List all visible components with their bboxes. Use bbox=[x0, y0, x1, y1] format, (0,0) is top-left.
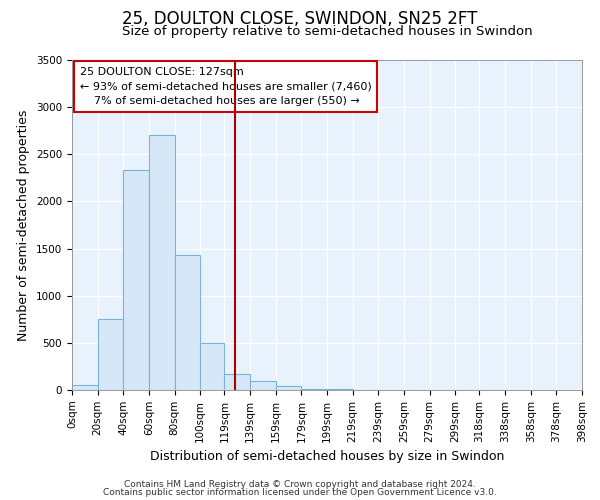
Text: 25 DOULTON CLOSE: 127sqm
← 93% of semi-detached houses are smaller (7,460)
    7: 25 DOULTON CLOSE: 127sqm ← 93% of semi-d… bbox=[80, 66, 371, 106]
Title: Size of property relative to semi-detached houses in Swindon: Size of property relative to semi-detach… bbox=[122, 25, 532, 38]
Text: Contains HM Land Registry data © Crown copyright and database right 2024.: Contains HM Land Registry data © Crown c… bbox=[124, 480, 476, 489]
Bar bbox=[327, 389, 353, 390]
Bar bbox=[200, 343, 224, 390]
Bar bbox=[149, 136, 175, 390]
Text: 25, DOULTON CLOSE, SWINDON, SN25 2FT: 25, DOULTON CLOSE, SWINDON, SN25 2FT bbox=[122, 10, 478, 28]
Y-axis label: Number of semi-detached properties: Number of semi-detached properties bbox=[17, 110, 31, 340]
Bar bbox=[276, 386, 301, 390]
Bar bbox=[175, 255, 200, 390]
Bar bbox=[123, 170, 149, 390]
X-axis label: Distribution of semi-detached houses by size in Swindon: Distribution of semi-detached houses by … bbox=[150, 450, 504, 463]
Bar bbox=[98, 320, 123, 390]
Bar bbox=[301, 389, 327, 390]
Text: Contains public sector information licensed under the Open Government Licence v3: Contains public sector information licen… bbox=[103, 488, 497, 497]
Bar bbox=[72, 386, 98, 390]
Bar bbox=[224, 374, 250, 390]
Bar bbox=[250, 380, 276, 390]
